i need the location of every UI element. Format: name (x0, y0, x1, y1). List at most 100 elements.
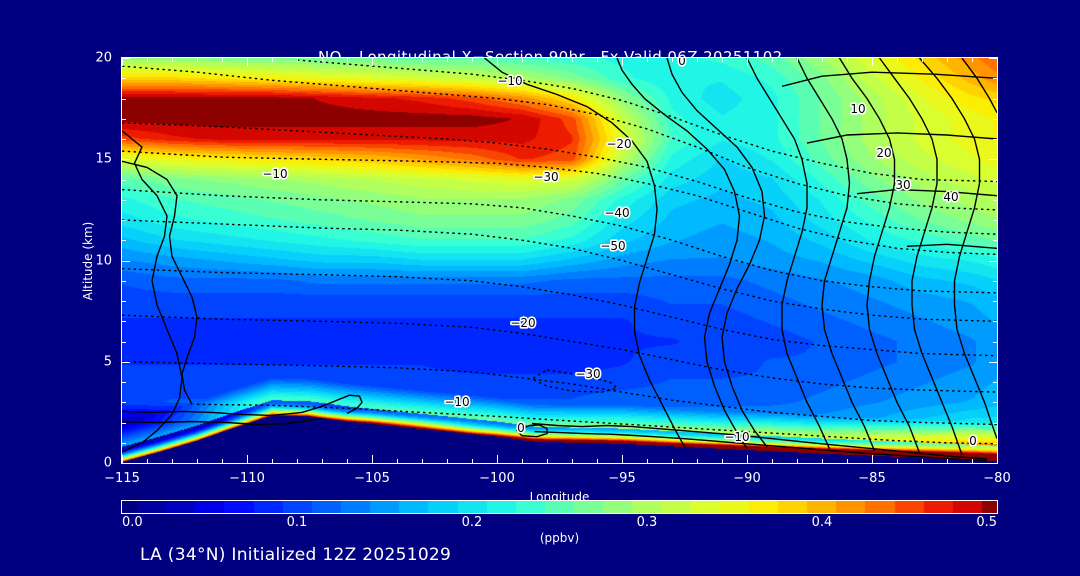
contour-label: 0 (517, 421, 525, 435)
x-minor-tick (172, 459, 173, 463)
y-minor-tick (122, 139, 126, 140)
y-minor-tick (122, 280, 126, 282)
x-tick-label: −115 (104, 471, 140, 486)
y-minor-tick (993, 98, 997, 100)
y-minor-tick (122, 98, 126, 100)
contour-label-halo: −20 (606, 137, 631, 151)
x-minor-tick (797, 459, 798, 463)
windspeed-contour (961, 58, 997, 114)
contour-label: 0 (678, 58, 686, 68)
contour-label: −10 (724, 430, 749, 444)
y-minor-tick (993, 78, 997, 80)
contour-label: −30 (533, 170, 558, 184)
y-minor-tick (122, 321, 126, 323)
x-major-tick (622, 58, 623, 66)
x-minor-tick (847, 58, 848, 62)
x-minor-tick (197, 58, 198, 62)
x-minor-tick (447, 459, 448, 463)
y-minor-tick (993, 118, 997, 120)
x-minor-tick (222, 58, 223, 62)
colorbar-tick-label: 0.0 (122, 515, 143, 530)
contour-label-halo: 40 (943, 190, 958, 204)
y-minor-tick (122, 240, 126, 242)
x-minor-tick (947, 459, 948, 463)
x-major-tick (372, 58, 373, 66)
x-minor-tick (697, 459, 698, 463)
temperature-contour (122, 122, 997, 235)
contour-label: 30 (895, 178, 910, 192)
x-major-tick (622, 455, 623, 463)
y-minor-tick (993, 402, 997, 404)
y-minor-tick (122, 78, 126, 80)
x-minor-tick (772, 58, 773, 62)
windspeed-contour (666, 58, 768, 448)
windspeed-contour (534, 430, 988, 462)
temperature-contour (196, 403, 997, 445)
x-minor-tick (922, 58, 923, 62)
cross-section-plot[interactable]: −10 −10 −10 −10 −20 −20 −30 −30 −40 −40 −50 −50 −20−… (122, 58, 997, 463)
y-minor-tick (993, 341, 997, 343)
contour-label-halo: 0 (517, 421, 525, 435)
y-minor-tick (993, 139, 997, 140)
windspeed-contour (122, 394, 363, 417)
x-major-tick (372, 455, 373, 463)
y-major-tick (989, 361, 997, 363)
y-minor-tick (122, 199, 126, 201)
x-minor-tick (297, 58, 298, 62)
contour-label-halo: −10 (262, 167, 287, 181)
colorbar-tick-label: 0.5 (976, 515, 997, 530)
x-minor-tick (447, 58, 448, 62)
x-minor-tick (347, 58, 348, 62)
y-minor-tick (122, 341, 126, 343)
x-major-tick (247, 58, 248, 66)
windspeed-contour (806, 132, 997, 144)
contour-label: −30 (575, 367, 600, 381)
x-minor-tick (172, 58, 173, 62)
x-minor-tick (297, 459, 298, 463)
x-tick-label: −110 (229, 471, 265, 486)
x-tick-label: −80 (983, 471, 1011, 486)
y-axis-left (121, 58, 122, 463)
contour-label: 20 (876, 146, 891, 160)
x-minor-tick (472, 58, 473, 62)
y-major-tick (122, 463, 130, 464)
x-minor-tick (472, 459, 473, 463)
x-minor-tick (222, 459, 223, 463)
y-minor-tick (122, 382, 126, 383)
contour-label: −10 (497, 74, 522, 88)
contour-label-halo: −30 (533, 170, 558, 184)
windspeed-contour (515, 424, 548, 438)
contour-label-halo: 0 (678, 58, 686, 68)
colorbar-tick-label: 0.4 (811, 515, 833, 530)
contour-label-halo: 20 (876, 146, 891, 160)
y-tick-label: 20 (95, 50, 112, 66)
y-minor-tick (122, 118, 126, 120)
x-tick-label: −100 (479, 471, 515, 486)
y-major-tick (989, 260, 997, 262)
y-tick-label: 10 (95, 253, 112, 268)
y-minor-tick (122, 179, 126, 181)
x-minor-tick (397, 58, 398, 62)
x-minor-tick (797, 58, 798, 62)
x-minor-tick (697, 58, 698, 62)
windspeed-contour (796, 58, 876, 452)
x-major-tick (872, 455, 873, 463)
windspeed-contour (781, 71, 997, 87)
x-minor-tick (947, 58, 948, 62)
windspeed-contour (616, 58, 748, 450)
x-tick-label: −95 (608, 471, 636, 486)
windspeed-contour (122, 130, 183, 453)
y-axis-right (997, 58, 998, 463)
x-major-tick (997, 455, 998, 463)
windspeed-contour (122, 160, 198, 405)
x-minor-tick (322, 459, 323, 463)
x-minor-tick (197, 459, 198, 463)
temperature-contour (122, 219, 997, 322)
contour-label: −20 (606, 137, 631, 151)
x-major-tick (497, 58, 498, 66)
y-major-tick (989, 58, 997, 59)
y-axis-title: Altitude (km) (81, 221, 95, 300)
figure-caption: LA (34°N) Initialized 12Z 20251029 (140, 545, 452, 565)
x-minor-tick (972, 459, 973, 463)
colorbar[interactable] (122, 501, 997, 513)
